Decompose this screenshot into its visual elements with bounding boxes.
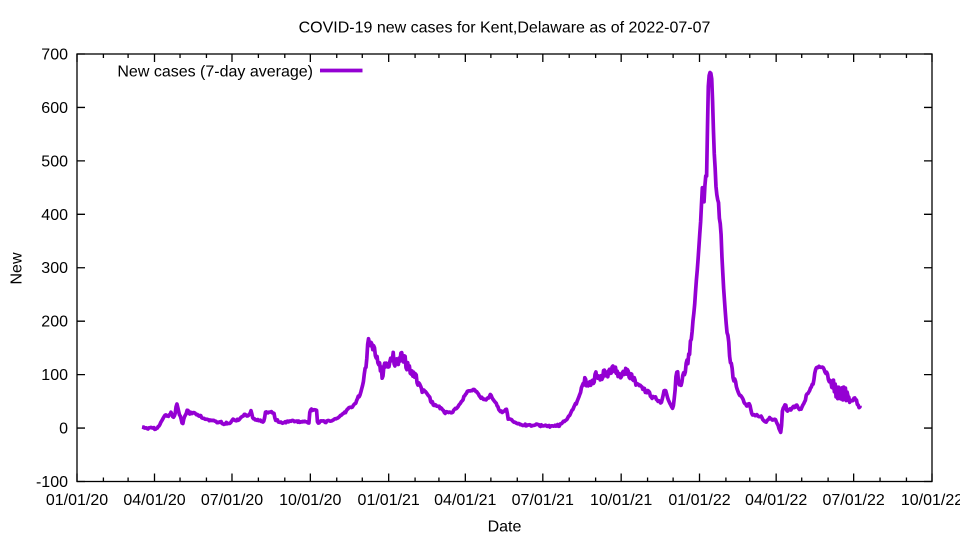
svg-text:10/01/21: 10/01/21: [590, 492, 652, 509]
svg-text:300: 300: [41, 260, 68, 277]
svg-text:400: 400: [41, 207, 68, 224]
svg-text:10/01/20: 10/01/20: [279, 492, 341, 509]
svg-text:07/01/20: 07/01/20: [201, 492, 263, 509]
svg-text:07/01/22: 07/01/22: [822, 492, 884, 509]
svg-text:01/01/21: 01/01/21: [358, 492, 420, 509]
svg-text:200: 200: [41, 314, 68, 331]
svg-text:100: 100: [41, 367, 68, 384]
svg-text:700: 700: [41, 47, 68, 64]
svg-text:07/01/21: 07/01/21: [512, 492, 574, 509]
svg-text:04/01/22: 04/01/22: [745, 492, 807, 509]
svg-text:-100: -100: [36, 474, 68, 491]
svg-text:01/01/20: 01/01/20: [46, 492, 108, 509]
svg-text:10/01/22: 10/01/22: [901, 492, 960, 509]
svg-text:01/01/22: 01/01/22: [668, 492, 730, 509]
svg-text:New: New: [9, 252, 26, 284]
svg-text:COVID-19 new cases for Kent,De: COVID-19 new cases for Kent,Delaware as …: [299, 20, 711, 37]
svg-text:500: 500: [41, 153, 68, 170]
svg-text:New cases (7-day average): New cases (7-day average): [117, 64, 313, 81]
svg-text:Date: Date: [488, 519, 522, 536]
svg-text:04/01/20: 04/01/20: [123, 492, 185, 509]
svg-text:04/01/21: 04/01/21: [434, 492, 496, 509]
svg-text:0: 0: [59, 421, 68, 438]
svg-text:600: 600: [41, 100, 68, 117]
